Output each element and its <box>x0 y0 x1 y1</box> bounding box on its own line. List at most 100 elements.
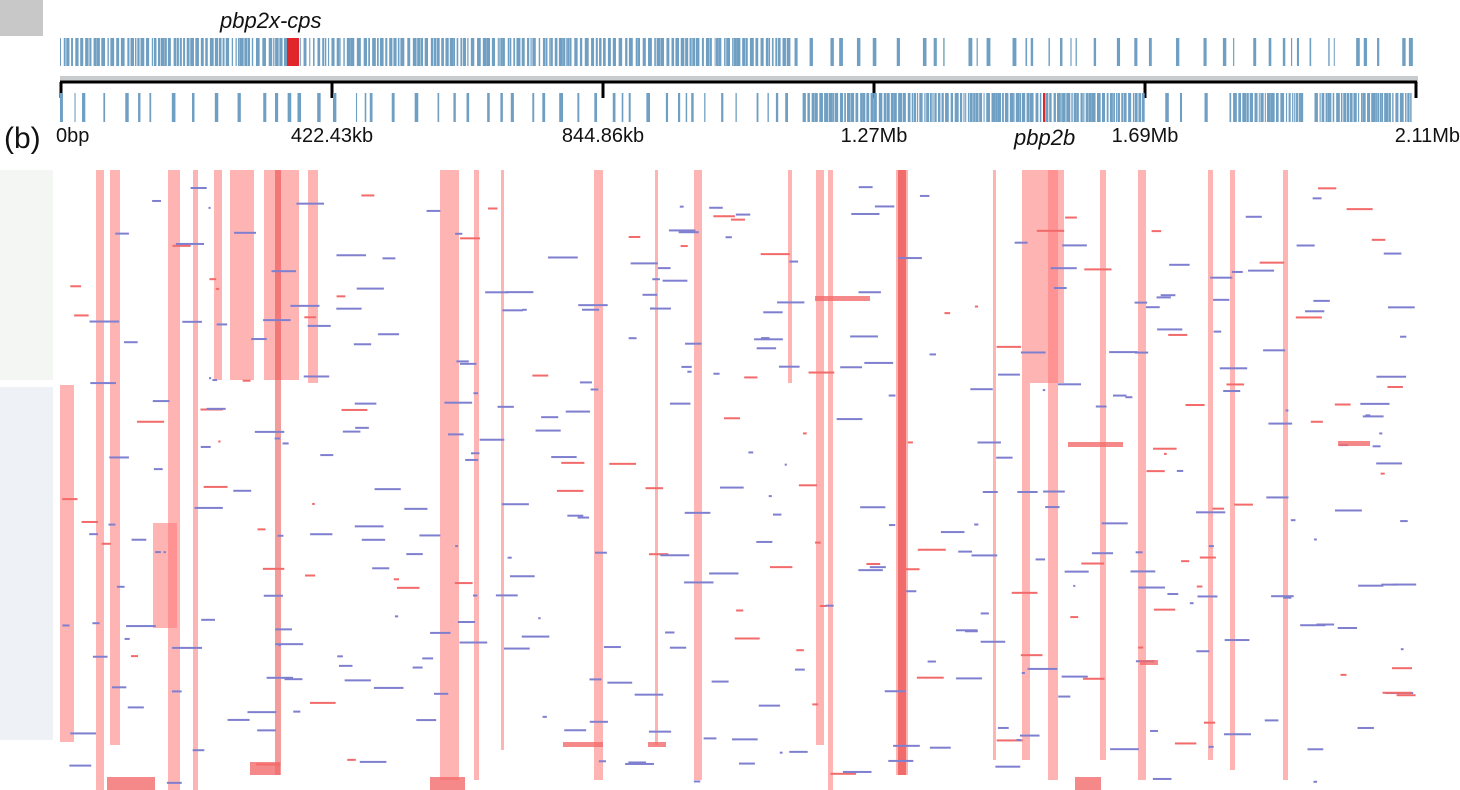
gene <box>171 93 176 122</box>
gene <box>1002 93 1004 122</box>
recombination <box>1140 660 1158 665</box>
gene <box>1080 93 1083 122</box>
mutation <box>919 194 930 197</box>
gene <box>103 93 106 122</box>
gene <box>239 38 244 66</box>
mutation <box>201 618 215 621</box>
gene <box>890 93 894 122</box>
gene <box>350 38 355 66</box>
recombination-band <box>1230 170 1235 770</box>
gene <box>872 38 877 66</box>
gene <box>1298 93 1301 122</box>
recombination-band <box>1100 170 1106 760</box>
gene <box>830 38 834 66</box>
mutation <box>521 635 550 638</box>
gene <box>164 38 167 66</box>
gene <box>896 38 900 66</box>
mutation <box>1358 584 1384 587</box>
mutation <box>628 337 637 340</box>
recombination <box>744 376 758 379</box>
gene <box>695 38 700 66</box>
mutation <box>1027 667 1058 670</box>
gene <box>191 93 195 122</box>
mutation <box>126 625 156 628</box>
mutation <box>131 538 147 541</box>
gene <box>1405 93 1407 122</box>
recombination <box>1226 383 1245 386</box>
mutation <box>282 442 289 445</box>
mutation <box>354 402 377 405</box>
mutation <box>353 343 372 346</box>
mutation <box>456 360 469 363</box>
mutation <box>89 533 99 536</box>
gene <box>732 38 734 66</box>
gene <box>965 93 967 122</box>
gene <box>385 38 388 66</box>
gene <box>937 93 941 122</box>
mutation <box>284 678 303 681</box>
recombination <box>796 649 804 652</box>
gene <box>1138 93 1142 122</box>
gene <box>1352 93 1354 122</box>
mutation <box>598 760 606 763</box>
recombination <box>808 371 835 374</box>
gene <box>420 38 424 66</box>
gene <box>414 93 419 122</box>
mutation <box>1263 349 1286 352</box>
recombination <box>312 502 315 505</box>
gene <box>500 38 503 66</box>
mutation <box>509 575 535 578</box>
mutation <box>430 631 451 634</box>
gene <box>466 93 470 122</box>
gene <box>513 38 516 66</box>
mutation <box>1400 648 1404 651</box>
gene <box>1367 93 1371 122</box>
mutation <box>577 516 590 519</box>
gene <box>317 38 321 66</box>
recombination <box>1083 677 1105 680</box>
mutation <box>182 320 202 323</box>
mutation <box>1073 584 1076 587</box>
gene <box>967 93 970 122</box>
mutation <box>1285 409 1289 412</box>
mutation <box>447 433 464 436</box>
mutation <box>1016 738 1022 741</box>
recombination <box>760 253 790 256</box>
gene <box>574 38 578 66</box>
gene <box>1123 93 1127 122</box>
mutation <box>109 456 129 459</box>
mutation <box>1379 432 1383 435</box>
mutation <box>1160 294 1176 297</box>
gene <box>120 38 125 66</box>
gene <box>1380 93 1382 122</box>
gene <box>1249 93 1253 122</box>
gene <box>828 93 833 122</box>
recombination <box>734 637 760 640</box>
recombination-band <box>214 170 222 380</box>
recombination <box>1199 556 1216 559</box>
gene <box>510 93 514 122</box>
mutation <box>1383 252 1402 255</box>
mutation <box>1393 583 1417 586</box>
mutation <box>709 206 723 209</box>
gene <box>777 38 781 66</box>
mutation <box>455 232 463 235</box>
gene <box>336 38 340 66</box>
mutation <box>1268 422 1293 425</box>
mutation <box>1248 269 1275 272</box>
gene <box>866 93 870 122</box>
recombination-band <box>1022 170 1030 760</box>
gene <box>116 38 120 66</box>
mutation <box>92 655 108 658</box>
mutation <box>970 388 993 391</box>
gene <box>1030 38 1034 66</box>
gene <box>1381 93 1384 122</box>
mutation <box>1219 367 1248 370</box>
gene <box>93 38 97 66</box>
gene <box>244 38 248 66</box>
mutation <box>590 388 599 391</box>
gene <box>685 93 688 122</box>
gene <box>433 38 437 66</box>
mutation <box>1335 509 1362 512</box>
mutation <box>738 762 755 765</box>
